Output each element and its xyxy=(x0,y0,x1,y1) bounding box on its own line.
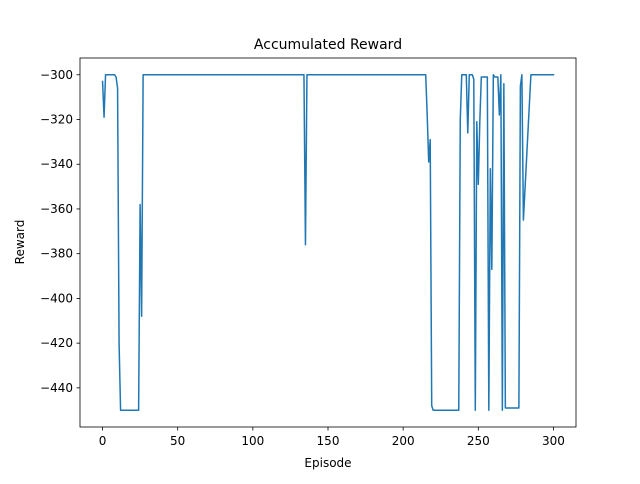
y-tick-label: −320 xyxy=(40,113,73,127)
y-tick-label: −340 xyxy=(40,157,73,171)
plot-area xyxy=(101,74,555,411)
y-tick-label: −440 xyxy=(40,381,73,395)
series-line-0 xyxy=(101,74,555,411)
x-tick-label: 300 xyxy=(542,434,565,448)
x-tick-label: 0 xyxy=(99,434,107,448)
axes: 0 50 100 150 200 250 300 −440 −420 −400 −380 −360 −3… xyxy=(40,57,577,448)
y-tick-label: −300 xyxy=(40,68,73,82)
x-tick-label: 100 xyxy=(241,434,264,448)
x-tick-label: 250 xyxy=(467,434,490,448)
y-tick-label: −380 xyxy=(40,247,73,261)
y-tick-label: −420 xyxy=(40,336,73,350)
x-tick-label: 200 xyxy=(392,434,415,448)
x-axis-label: Episode xyxy=(304,456,351,470)
chart-title: Accumulated Reward xyxy=(254,37,402,53)
y-tick-label: −400 xyxy=(40,291,73,305)
x-tick-label: 50 xyxy=(170,434,185,448)
y-axis-label: Reward xyxy=(13,220,27,265)
y-tick-label: −360 xyxy=(40,202,73,216)
x-tick-label: 150 xyxy=(317,434,340,448)
